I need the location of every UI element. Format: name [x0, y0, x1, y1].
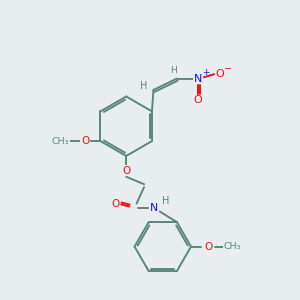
Text: O: O	[112, 200, 120, 209]
Text: O: O	[194, 95, 203, 105]
Text: O: O	[205, 242, 213, 252]
Text: −: −	[224, 64, 232, 74]
Text: H: H	[140, 80, 148, 91]
Text: CH₃: CH₃	[223, 242, 241, 251]
Text: H: H	[170, 66, 177, 75]
Text: O: O	[81, 136, 89, 146]
Text: +: +	[202, 68, 209, 76]
Text: O: O	[122, 166, 130, 176]
Text: H: H	[162, 196, 169, 206]
Text: N: N	[194, 74, 202, 84]
Text: O: O	[215, 69, 224, 79]
Text: CH₃: CH₃	[52, 136, 69, 146]
Text: N: N	[150, 203, 159, 213]
